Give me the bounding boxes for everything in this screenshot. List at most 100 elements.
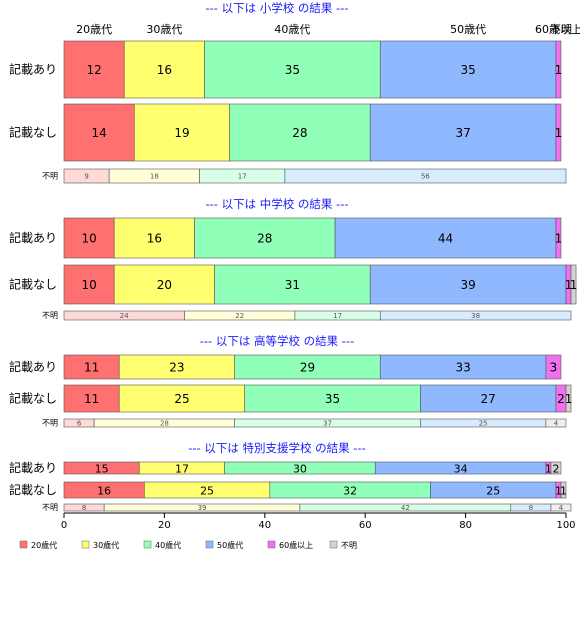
bar-segment: [63, 354, 120, 380]
segment-value: 8: [82, 504, 86, 512]
segment-value: 1: [555, 63, 563, 77]
row-label: 不明: [42, 419, 58, 428]
age-column-label: 30歳代: [146, 23, 182, 36]
age-column-label: 40歳代: [274, 23, 310, 36]
segment-value: 29: [300, 361, 315, 375]
x-tick-label: 0: [61, 520, 67, 531]
bar-segment: [118, 384, 246, 413]
bar-segment: [369, 103, 557, 162]
segment-value: 28: [292, 126, 307, 140]
age-column-label: 60歳以上: [535, 23, 580, 36]
x-tick-label: 40: [258, 520, 271, 531]
bar-segment: [214, 264, 371, 305]
segment-value: 16: [97, 485, 111, 498]
segment-value: 34: [454, 463, 468, 476]
row-label: 不明: [42, 503, 58, 512]
segment-value: 27: [481, 392, 496, 406]
segment-value: 23: [169, 361, 184, 375]
segment-value: 6: [77, 420, 82, 428]
segment-value: 1: [555, 485, 562, 498]
segment-value: 19: [174, 126, 189, 140]
legend-swatch: [205, 540, 214, 549]
segment-value: 4: [554, 420, 559, 428]
segment-value: 17: [175, 463, 189, 476]
segment-value: 10: [81, 278, 96, 292]
row-label: 記載なし: [9, 125, 57, 140]
row-label: 記載あり: [9, 359, 57, 374]
segment-value: 56: [421, 173, 430, 181]
segment-value: 35: [325, 392, 340, 406]
x-tick-label: 20: [158, 520, 171, 531]
segment-value: 22: [235, 312, 244, 320]
segment-value: 30: [293, 463, 307, 476]
bar-segment: [369, 264, 567, 305]
group-title: --- 以下は 高等学校 の結果 ---: [200, 334, 355, 348]
row-label: 不明: [42, 172, 58, 181]
legend-label: 30歳代: [93, 540, 119, 550]
bar-segment: [133, 103, 230, 162]
segment-value: 33: [455, 361, 470, 375]
legend-label: 不明: [341, 541, 357, 550]
segment-value: 25: [200, 485, 214, 498]
segment-value: 1: [555, 232, 563, 246]
legend-swatch: [329, 540, 338, 549]
segment-value: 11: [84, 361, 99, 375]
segment-value: 38: [471, 312, 480, 320]
segment-value: 28: [160, 420, 169, 428]
bar-segment: [63, 384, 120, 413]
segment-value: 37: [323, 420, 332, 428]
age-column-label: 不明: [550, 23, 572, 36]
segment-value: 25: [479, 420, 488, 428]
row-label: 記載なし: [9, 277, 57, 292]
row-label: 記載あり: [9, 62, 57, 77]
segment-value: 25: [486, 485, 500, 498]
bar-segment: [284, 168, 567, 184]
legend-label: 60歳以上: [279, 540, 313, 550]
segment-value: 1: [570, 278, 578, 292]
x-tick-label: 60: [359, 520, 372, 531]
segment-value: 17: [333, 312, 342, 320]
bar-segment: [550, 503, 572, 512]
row-label: 記載なし: [9, 482, 57, 497]
segment-value: 18: [150, 173, 159, 181]
group-title: --- 以下は 特別支援学校 の結果 ---: [188, 441, 366, 455]
bar-segment: [234, 354, 381, 380]
bar-segment: [244, 384, 421, 413]
bar-segment: [113, 264, 215, 305]
legend-label: 50歳代: [217, 540, 243, 550]
x-tick-label: 80: [459, 520, 472, 531]
segment-value: 8: [529, 504, 533, 512]
segment-value: 28: [257, 232, 272, 246]
bar-segment: [63, 217, 115, 259]
row-label: 記載あり: [9, 460, 57, 475]
segment-value: 42: [401, 504, 410, 512]
segment-value: 11: [84, 392, 99, 406]
bar-segment: [379, 354, 547, 380]
bar-segment: [229, 103, 371, 162]
bar-segment: [545, 418, 567, 428]
bar-segment: [379, 310, 572, 321]
segment-value: 32: [343, 485, 357, 498]
row-label: 記載なし: [9, 391, 57, 406]
legend-swatch: [81, 540, 90, 549]
segment-value: 31: [285, 278, 300, 292]
segment-value: 12: [86, 63, 101, 77]
segment-value: 2: [552, 463, 559, 476]
segment-value: 35: [460, 63, 475, 77]
segment-value: 39: [198, 504, 207, 512]
age-column-label: 50歳代: [450, 23, 486, 36]
group-title: --- 以下は 中学校 の結果 ---: [205, 197, 348, 211]
row-label: 不明: [42, 311, 58, 320]
segment-value: 14: [91, 126, 106, 140]
bar-segment: [565, 384, 572, 413]
segment-value: 25: [174, 392, 189, 406]
segment-value: 37: [455, 126, 470, 140]
bar-segment: [118, 354, 235, 380]
segment-value: 1: [555, 126, 563, 140]
segment-value: 1: [560, 485, 567, 498]
legend-swatch: [19, 540, 28, 549]
legend-swatch: [267, 540, 276, 549]
segment-value: 2: [557, 392, 565, 406]
segment-value: 35: [285, 63, 300, 77]
